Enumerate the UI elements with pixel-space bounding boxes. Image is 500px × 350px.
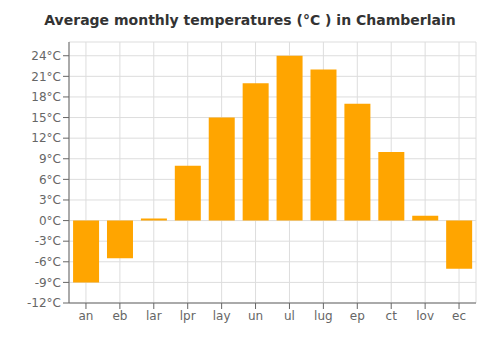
svg-text:ep: ep — [350, 309, 365, 323]
svg-text:un: un — [248, 309, 263, 323]
svg-text:lpr: lpr — [180, 309, 196, 323]
svg-text:an: an — [78, 309, 93, 323]
html-text:Average monthly temperatures (: Average monthly temperatures (°C ) in Ch… — [44, 12, 456, 28]
svg-text:6°C: 6°C — [39, 173, 61, 187]
svg-text:21°C: 21°C — [31, 70, 61, 84]
svg-text:18°C: 18°C — [31, 90, 61, 104]
svg-text:eb: eb — [112, 309, 127, 323]
svg-text:-12°C: -12°C — [27, 296, 61, 310]
svg-text:12°C: 12°C — [31, 131, 61, 145]
svg-text:ec: ec — [452, 309, 466, 323]
svg-text:lug: lug — [314, 309, 333, 323]
svg-text:-9°C: -9°C — [35, 276, 61, 290]
svg-text:lar: lar — [146, 309, 162, 323]
svg-text:24°C: 24°C — [31, 49, 61, 63]
svg-text:lov: lov — [416, 309, 434, 323]
svg-text:-6°C: -6°C — [35, 255, 61, 269]
svg-text:9°C: 9°C — [39, 152, 61, 166]
svg-text:ul: ul — [284, 309, 295, 323]
svg-text:-3°C: -3°C — [35, 234, 61, 248]
svg-text:lay: lay — [213, 309, 231, 323]
svg-text:3°C: 3°C — [39, 193, 61, 207]
svg-text:0°C: 0°C — [39, 214, 61, 228]
svg-text:ct: ct — [386, 309, 398, 323]
svg-text:15°C: 15°C — [31, 111, 61, 125]
